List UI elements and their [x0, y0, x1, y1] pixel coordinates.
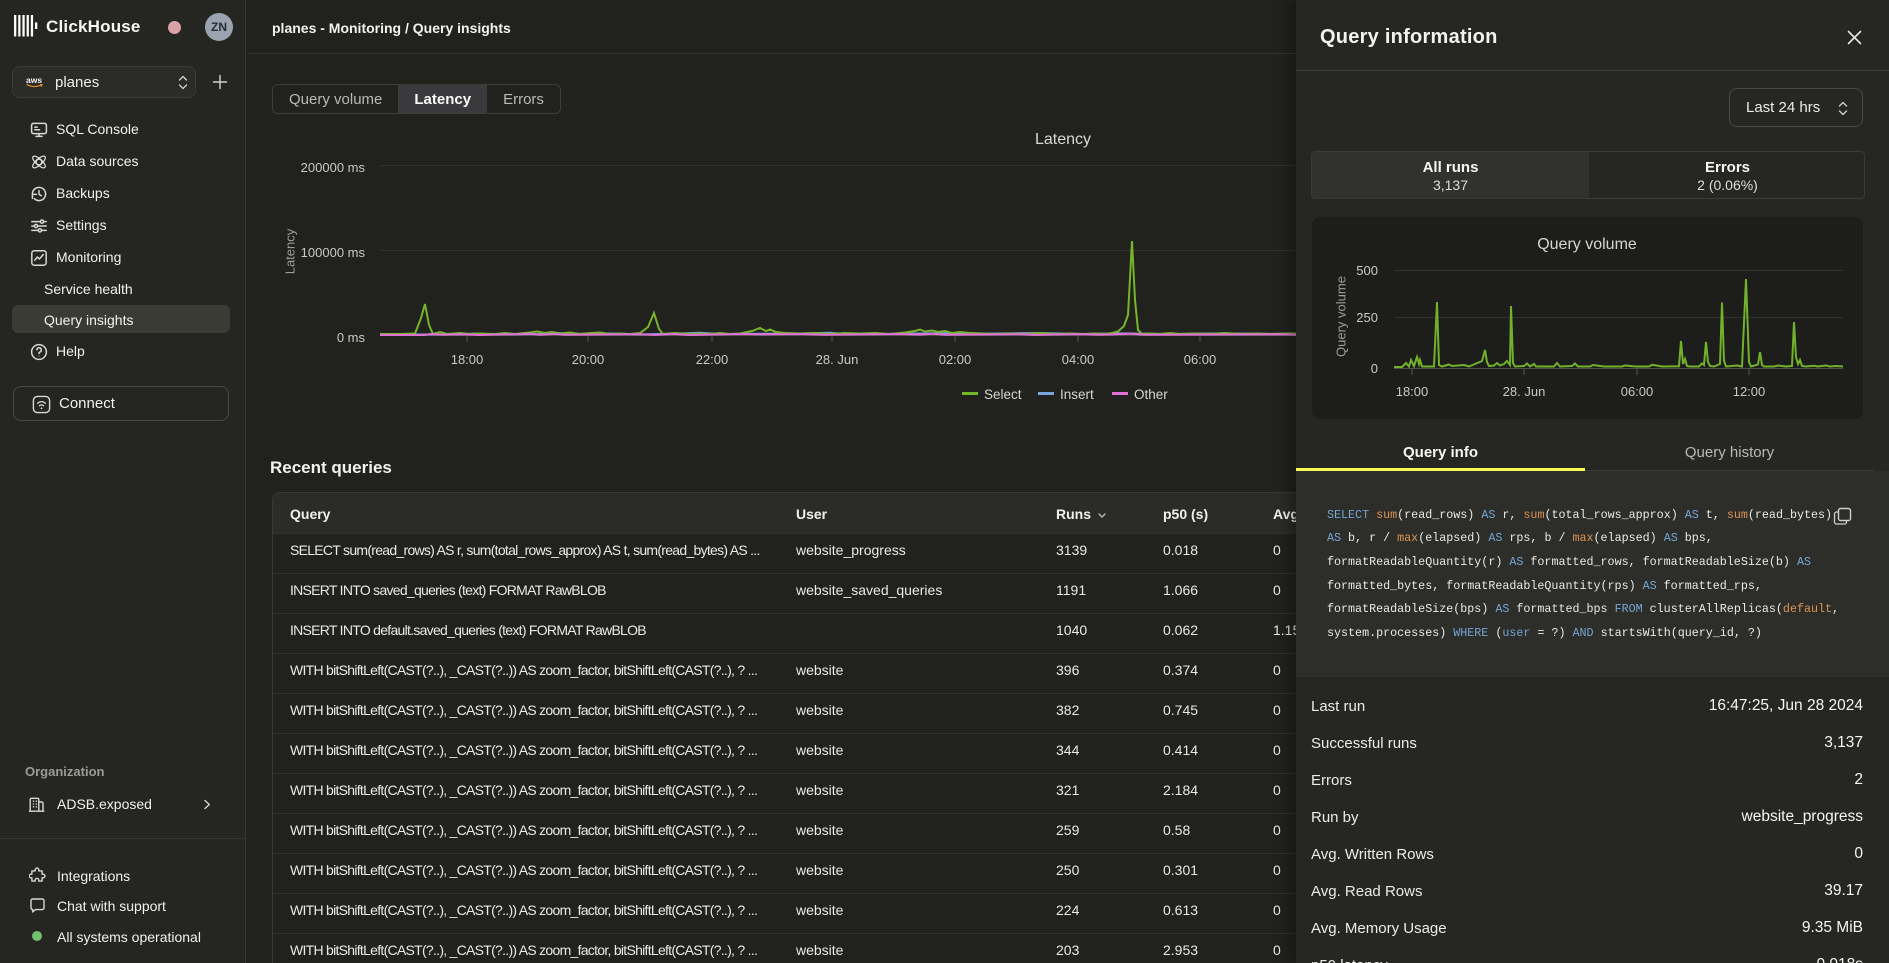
svg-text:aws: aws	[26, 75, 42, 85]
